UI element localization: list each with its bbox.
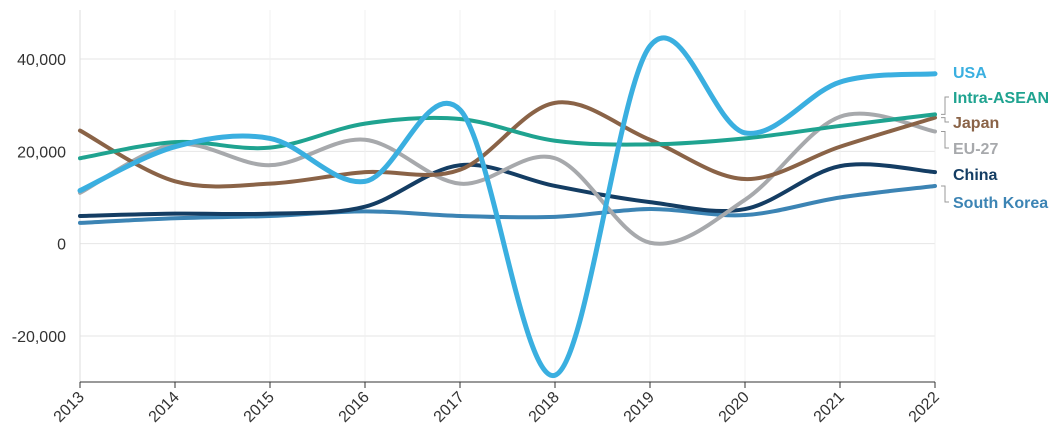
y-tick-label: 0	[57, 237, 66, 254]
x-tick-label: 2019	[621, 389, 658, 426]
gridlines	[79, 10, 936, 382]
legend-connector	[941, 185, 949, 203]
x-tick-label: 2015	[241, 389, 278, 426]
series-line-eu-27	[78, 111, 937, 246]
legend-label-south-korea: South Korea	[953, 195, 1048, 212]
x-tick-label: 2018	[526, 389, 563, 426]
x-tick-label: 2021	[811, 389, 848, 426]
legend-label-japan: Japan	[953, 115, 999, 132]
legend-connector	[941, 117, 949, 123]
series-line-south-korea	[78, 183, 937, 225]
y-tick-label: 40,000	[17, 52, 66, 69]
legend-connector	[941, 130, 949, 149]
series-lines	[77, 35, 938, 378]
x-tick-label: 2014	[146, 389, 183, 426]
x-tick-label: 2017	[431, 389, 468, 426]
legend-label-eu-27: EU-27	[953, 141, 998, 158]
legend-label-usa: USA	[953, 65, 987, 82]
series-line-intra-asean	[78, 112, 937, 161]
series-line-china	[78, 162, 937, 218]
legend-connector	[941, 96, 949, 115]
x-tick-label: 2016	[336, 389, 373, 426]
x-tick-label: 2013	[51, 389, 88, 426]
legend: USA Intra-ASEAN Japan EU-27 China South Korea	[941, 65, 1049, 212]
y-tick-label: -20,000	[12, 329, 66, 346]
x-tick-label: 2022	[906, 389, 943, 426]
y-tick-label: 20,000	[17, 144, 66, 161]
x-tick-label: 2020	[716, 389, 753, 426]
legend-label-china: China	[953, 167, 998, 184]
legend-label-intra-asean: Intra-ASEAN	[953, 90, 1049, 107]
series-line-usa	[77, 35, 938, 378]
x-axis-ticks: 2013 2014 2015 2016 2017 2018 2019 2020 2021 2022	[51, 382, 943, 426]
series-line-japan	[78, 100, 937, 189]
y-axis-ticks: 40,000 20,000 0 -20,000	[12, 52, 66, 346]
